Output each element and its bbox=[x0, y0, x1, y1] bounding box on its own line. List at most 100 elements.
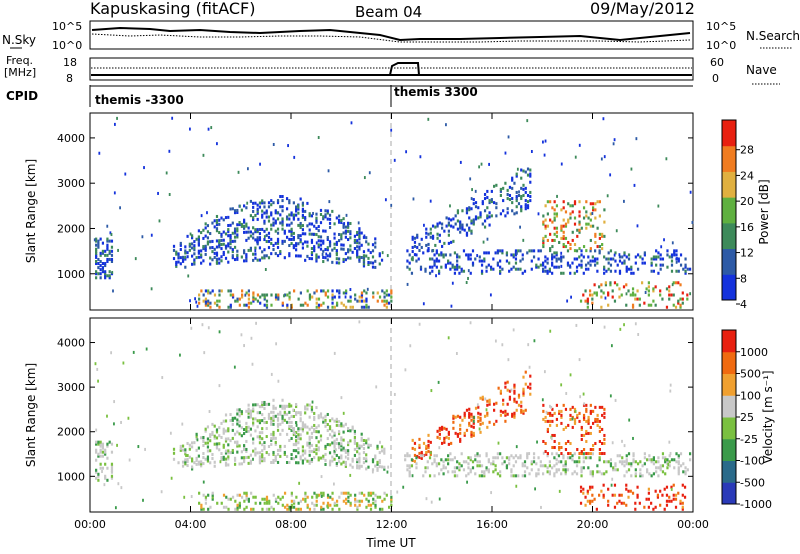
range-cell bbox=[337, 232, 341, 236]
range-cell bbox=[360, 243, 363, 247]
range-cell bbox=[598, 245, 601, 249]
range-cell bbox=[308, 453, 311, 457]
range-cell bbox=[607, 499, 610, 503]
range-cell bbox=[206, 457, 210, 461]
range-cell bbox=[177, 260, 180, 264]
range-cell bbox=[555, 230, 559, 234]
range-cell bbox=[371, 265, 375, 269]
range-cell bbox=[315, 218, 318, 222]
range-cell bbox=[299, 507, 302, 511]
range-cell bbox=[657, 255, 660, 259]
range-cell bbox=[625, 458, 628, 462]
range-cell bbox=[479, 412, 482, 416]
range-cell bbox=[529, 199, 532, 203]
range-cell bbox=[110, 450, 114, 454]
range-cell bbox=[548, 267, 551, 271]
range-cell bbox=[365, 240, 368, 244]
range-cell bbox=[265, 499, 269, 503]
range-cell bbox=[505, 456, 509, 460]
range-cell bbox=[480, 259, 484, 263]
range-cell bbox=[558, 441, 561, 445]
range-cell bbox=[483, 259, 486, 263]
range-cell bbox=[665, 493, 669, 497]
range-cell bbox=[306, 407, 309, 411]
range-cell bbox=[315, 289, 318, 293]
range-cell bbox=[218, 261, 221, 265]
range-cell bbox=[631, 305, 635, 309]
range-cell bbox=[243, 460, 246, 464]
range-cell bbox=[356, 446, 359, 450]
range-cell bbox=[481, 397, 484, 401]
range-cell bbox=[326, 429, 329, 433]
range-cell bbox=[113, 191, 116, 195]
range-cell bbox=[492, 462, 495, 466]
range-cell bbox=[508, 458, 511, 462]
range-cell bbox=[614, 462, 617, 466]
range-cell bbox=[331, 497, 334, 501]
range-cell bbox=[231, 418, 234, 422]
range-cell bbox=[263, 459, 266, 463]
range-cell bbox=[494, 468, 497, 472]
range-cell bbox=[227, 260, 230, 264]
range-cell bbox=[95, 276, 98, 280]
range-cell bbox=[299, 254, 302, 258]
range-cell bbox=[328, 425, 332, 429]
range-cell bbox=[501, 267, 504, 271]
range-cell bbox=[311, 495, 314, 499]
range-cell bbox=[427, 439, 430, 443]
range-cell bbox=[319, 239, 323, 243]
range-cell bbox=[470, 434, 473, 438]
range-cell bbox=[315, 220, 318, 224]
range-cell bbox=[222, 431, 225, 435]
range-cell bbox=[297, 411, 300, 415]
range-cell bbox=[551, 433, 554, 437]
range-cell bbox=[555, 257, 558, 261]
range-cell bbox=[511, 178, 514, 182]
range-cell bbox=[238, 223, 241, 227]
range-cell bbox=[101, 266, 105, 270]
range-cell bbox=[517, 267, 520, 271]
range-cell bbox=[195, 448, 198, 452]
range-cell bbox=[499, 212, 502, 216]
range-cell bbox=[206, 449, 210, 453]
range-cell bbox=[198, 491, 201, 495]
range-cell bbox=[438, 428, 441, 432]
range-cell bbox=[328, 461, 332, 465]
range-cell bbox=[340, 396, 343, 400]
range-cell bbox=[322, 416, 325, 420]
range-cell bbox=[292, 427, 295, 431]
range-cell bbox=[267, 444, 271, 448]
range-cell bbox=[472, 218, 475, 222]
range-cell bbox=[285, 432, 289, 436]
range-cell bbox=[274, 456, 277, 460]
colorbar-tick-label: 100 bbox=[740, 389, 761, 402]
range-cell bbox=[426, 249, 429, 253]
range-cell bbox=[295, 248, 298, 252]
range-cell bbox=[376, 495, 379, 499]
range-cell bbox=[437, 380, 440, 384]
range-cell bbox=[679, 253, 683, 257]
range-cell bbox=[322, 249, 325, 253]
range-cell bbox=[172, 248, 176, 252]
range-cell bbox=[372, 291, 375, 295]
range-cell bbox=[220, 289, 223, 293]
range-cell bbox=[369, 491, 373, 495]
range-cell bbox=[566, 468, 570, 472]
range-cell bbox=[206, 425, 210, 429]
range-cell bbox=[333, 451, 336, 455]
range-cell bbox=[374, 464, 377, 468]
range-cell bbox=[496, 452, 499, 456]
range-cell bbox=[499, 249, 502, 253]
range-cell bbox=[431, 234, 435, 238]
range-cell bbox=[243, 507, 246, 511]
range-cell bbox=[200, 231, 203, 235]
range-cell bbox=[252, 252, 255, 256]
range-cell bbox=[546, 257, 549, 261]
range-cell bbox=[272, 418, 275, 422]
range-cell bbox=[462, 468, 466, 472]
range-cell bbox=[299, 417, 302, 421]
range-cell bbox=[683, 485, 687, 489]
range-cell bbox=[411, 250, 414, 254]
range-cell bbox=[646, 458, 649, 462]
range-cell bbox=[254, 297, 257, 301]
